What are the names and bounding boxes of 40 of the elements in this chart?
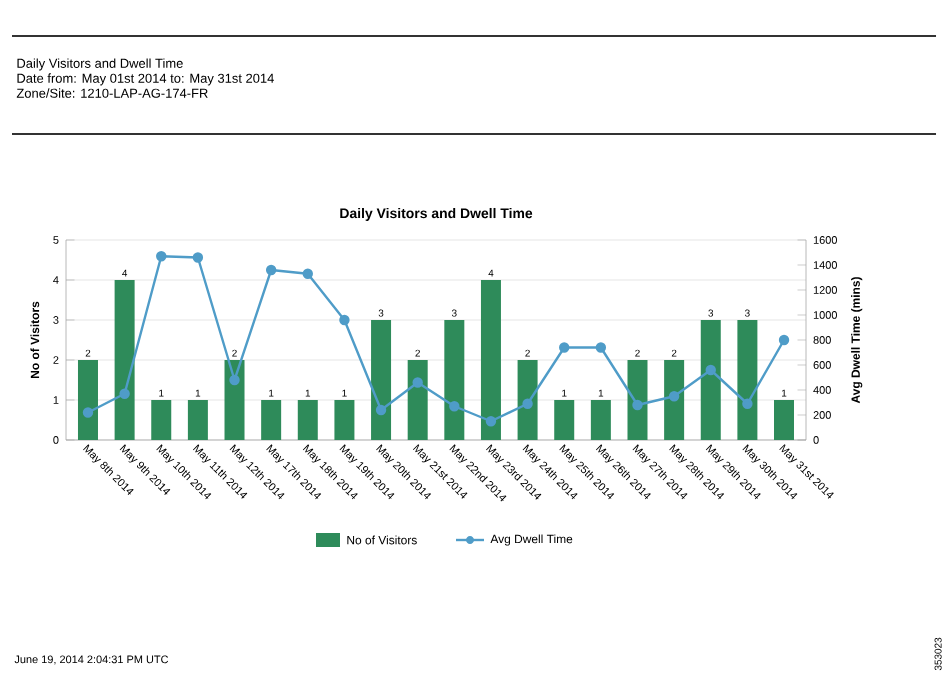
bar	[554, 400, 575, 440]
point	[742, 398, 753, 409]
bar	[700, 320, 721, 440]
point	[485, 416, 497, 427]
bar	[737, 320, 758, 440]
point	[522, 398, 533, 409]
bar	[187, 400, 208, 440]
bar	[77, 360, 98, 440]
bar	[151, 400, 172, 440]
bar	[774, 400, 795, 440]
point	[412, 377, 423, 388]
bar	[334, 400, 355, 440]
bar	[480, 280, 501, 440]
bar	[224, 360, 245, 440]
point	[302, 268, 313, 279]
point	[375, 404, 387, 416]
point	[705, 364, 716, 376]
point	[449, 401, 460, 412]
bar	[664, 360, 685, 440]
point	[229, 374, 240, 386]
point	[156, 251, 167, 262]
bar	[371, 320, 392, 440]
point	[595, 342, 607, 353]
bar	[407, 360, 428, 440]
point	[82, 407, 94, 418]
bar	[590, 400, 611, 440]
point	[668, 391, 680, 402]
point	[119, 388, 130, 399]
bar	[114, 280, 135, 440]
bar	[627, 360, 648, 440]
point	[265, 264, 277, 276]
bar	[261, 400, 282, 440]
bar	[444, 320, 465, 440]
point	[559, 342, 570, 353]
point	[192, 252, 204, 263]
point	[778, 334, 790, 346]
point	[632, 399, 643, 411]
point	[339, 314, 350, 326]
bar	[297, 400, 318, 440]
bar	[517, 360, 538, 440]
